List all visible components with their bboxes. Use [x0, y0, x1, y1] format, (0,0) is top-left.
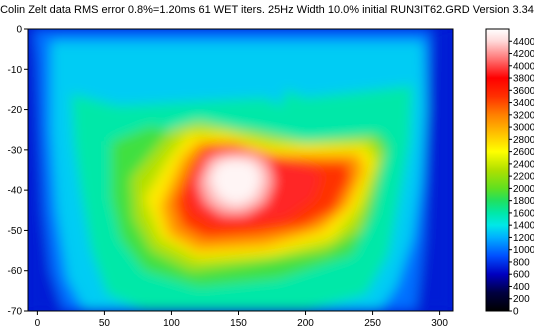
x-tick-label: 250: [364, 318, 381, 328]
colorbar-tick-label: 400: [513, 282, 530, 293]
colorbar-tick-label: 4400: [513, 37, 534, 48]
heatmap-field: [28, 29, 453, 311]
colorbar-gradient: [485, 28, 510, 312]
x-tick-label: 150: [230, 318, 247, 328]
plot-frame: [27, 28, 454, 312]
y-tick-label: -50: [8, 226, 23, 237]
colorbar-tick-label: 1200: [513, 233, 534, 244]
colorbar-tick-label: 3800: [513, 74, 534, 85]
colorbar-tick-label: 800: [513, 257, 530, 268]
colorbar-tick-label: 2600: [513, 147, 534, 158]
colorbar-tick-label: 3000: [513, 123, 534, 134]
x-tick-label: 300: [431, 318, 448, 328]
colorbar-tick-label: 2000: [513, 184, 534, 195]
y-tick-label: -40: [8, 186, 23, 197]
colorbar-tick-label: 200: [513, 294, 530, 305]
contour-band-11: [209, 157, 263, 207]
colorbar-tick-label: 1000: [513, 245, 534, 256]
x-tick-label: 50: [99, 318, 111, 328]
colorbar-tick-label: 3200: [513, 110, 534, 121]
colorbar-tick-label: 4000: [513, 61, 534, 72]
colorbar-tick-label: 2800: [513, 135, 534, 146]
y-tick-label: -20: [8, 105, 23, 116]
y-tick-label: 0: [16, 25, 22, 36]
colorbar-tick-label: 2400: [513, 159, 534, 170]
colorbar-tick-label: 4200: [513, 49, 534, 60]
y-tick-label: -60: [8, 266, 23, 277]
x-tick-label: 200: [297, 318, 314, 328]
x-tick-label: 0: [35, 318, 41, 328]
y-axis: 0 -10 -20 -30 -40 -50 -60 -70: [8, 25, 28, 318]
x-axis: 0 50 100 150 200 250 300: [35, 311, 448, 328]
colorbar-tick-label: 1400: [513, 221, 534, 232]
y-tick-label: -10: [8, 65, 23, 76]
y-tick-label: -70: [8, 307, 23, 318]
colorbar-tick-label: 1800: [513, 196, 534, 207]
colorbar-tick-label: 0: [513, 307, 519, 318]
colorbar-tick-label: 600: [513, 270, 530, 281]
colorbar-tick-label: 3400: [513, 98, 534, 109]
chart-title: Colin Zelt data RMS error 0.8%=1.20ms 61…: [0, 4, 534, 16]
colorbar-tick-label: 2200: [513, 172, 534, 183]
colorbar-tick-label: 1600: [513, 208, 534, 219]
y-tick-label: -30: [8, 145, 23, 156]
x-tick-label: 100: [163, 318, 180, 328]
colorbar-tick-label: 3600: [513, 86, 534, 97]
